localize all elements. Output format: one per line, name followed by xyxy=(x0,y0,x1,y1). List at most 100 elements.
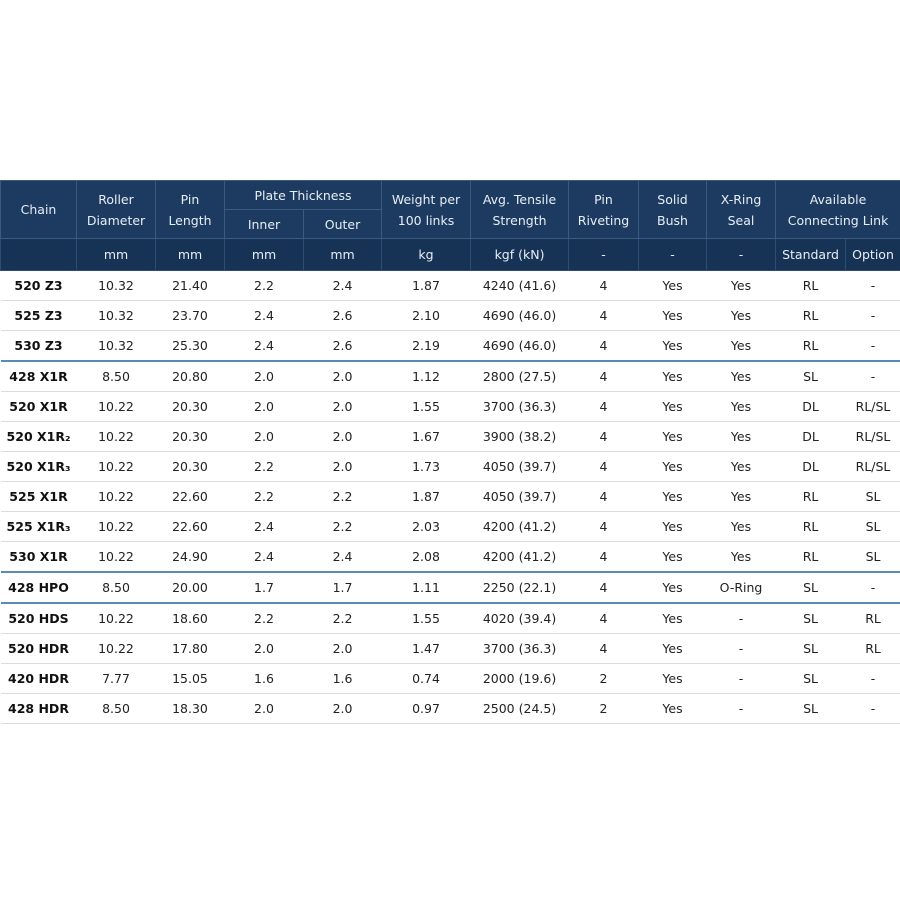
table-cell: 4 xyxy=(568,481,639,512)
chain-cell: 525 X1R₃ xyxy=(0,511,77,542)
chain-cell: 520 X1R xyxy=(0,391,77,422)
table-cell: Yes xyxy=(638,421,707,452)
table-cell: Yes xyxy=(638,633,707,664)
table-cell: 25.30 xyxy=(155,330,225,362)
table-cell: 20.30 xyxy=(155,421,225,452)
table-cell: 4 xyxy=(568,360,639,392)
table-cell: RL/SL xyxy=(845,451,900,482)
table-cell: RL xyxy=(775,270,846,301)
table-cell: 2.0 xyxy=(303,451,382,482)
table-cell: Yes xyxy=(706,270,776,301)
header-cell: X-Ring Seal xyxy=(706,180,777,239)
table-cell: RL/SL xyxy=(845,391,900,422)
table-cell: Yes xyxy=(706,360,776,392)
table-cell: 10.22 xyxy=(76,391,156,422)
table-cell: Yes xyxy=(638,300,707,331)
table-cell: 2 xyxy=(568,663,639,694)
table-row: 520 HDS 10.22 18.60 2.2 2.2 1.55 4020 (39.4) 4 Y… xyxy=(0,602,900,634)
table-cell: 2.0 xyxy=(224,693,304,724)
chain-cell: 525 X1R xyxy=(0,481,77,512)
table-cell: 10.22 xyxy=(76,511,156,542)
table-row: 530 X1R 10.22 24.90 2.4 2.4 2.08 4200 (41.2) 4 Y… xyxy=(0,541,900,573)
chain-cell: 428 X1R xyxy=(0,360,77,392)
table-row: 520 X1R 10.22 20.30 2.0 2.0 1.55 3700 (36.3) 4 Y… xyxy=(0,391,900,422)
table-cell: Yes xyxy=(638,663,707,694)
header-row: Chain Roller Diameter Pin Length Plate T… xyxy=(0,180,900,239)
table-cell: 2.6 xyxy=(303,330,382,362)
header-cell: Inner xyxy=(224,209,304,239)
table-cell: 3700 (36.3) xyxy=(470,391,569,422)
units-cell: kgf (kN) xyxy=(470,238,570,271)
header-cell: Available Connecting Link xyxy=(775,180,900,239)
table-cell: 2.2 xyxy=(303,481,382,512)
table-cell: RL xyxy=(775,481,846,512)
table-cell: 1.87 xyxy=(381,270,471,301)
table-cell: 4050 (39.7) xyxy=(470,481,569,512)
table-cell: Yes xyxy=(638,511,707,542)
table-cell: - xyxy=(845,571,900,604)
table-cell: 4 xyxy=(568,330,639,362)
table-cell: Yes xyxy=(706,481,776,512)
table-row: 428 X1R 8.50 20.80 2.0 2.0 1.12 2800 (27.5) 4 Ye… xyxy=(0,360,900,392)
table-cell: 4240 (41.6) xyxy=(470,270,569,301)
table-cell: - xyxy=(845,300,900,331)
table-cell: Yes xyxy=(706,421,776,452)
table-cell: RL xyxy=(775,300,846,331)
table-row: 525 Z3 10.32 23.70 2.4 2.6 2.10 4690 (46.0) 4 Ye… xyxy=(0,300,900,331)
table-cell: 20.80 xyxy=(155,360,225,392)
table-cell: 0.97 xyxy=(381,693,471,724)
table-cell: - xyxy=(845,270,900,301)
table-cell: SL xyxy=(775,571,846,604)
table-cell: 18.30 xyxy=(155,693,225,724)
chain-cell: 520 X1R₃ xyxy=(0,451,77,482)
table-cell: 2.6 xyxy=(303,300,382,331)
chain-cell: 428 HDR xyxy=(0,693,77,724)
table-cell: 2.2 xyxy=(303,511,382,542)
table-cell: 4200 (41.2) xyxy=(470,511,569,542)
table-cell: 4 xyxy=(568,451,639,482)
table-row: 520 Z3 10.32 21.40 2.2 2.4 1.87 4240 (41.6) 4 Ye… xyxy=(0,270,900,301)
table-cell: 4 xyxy=(568,633,639,664)
table-cell: 4 xyxy=(568,571,639,604)
table-cell: 4020 (39.4) xyxy=(470,602,569,634)
table-cell: 2.2 xyxy=(224,481,304,512)
table-row: 530 Z3 10.32 25.30 2.4 2.6 2.19 4690 (46.0) 4 Ye… xyxy=(0,330,900,362)
chain-cell: 428 HPO xyxy=(0,571,77,604)
table-cell: 4 xyxy=(568,391,639,422)
chain-cell: 520 Z3 xyxy=(0,270,77,301)
units-cell: mm xyxy=(302,238,383,271)
table-cell: 2.4 xyxy=(224,511,304,542)
table-row: 420 HDR 7.77 15.05 1.6 1.6 0.74 2000 (19.6) 2 Ye… xyxy=(0,663,900,694)
table-cell: 1.7 xyxy=(303,571,382,604)
table-cell: SL xyxy=(845,511,900,542)
table-cell: 4 xyxy=(568,421,639,452)
table-row: 520 X1R₂ 10.22 20.30 2.0 2.0 1.67 3900 (38.2) 4… xyxy=(0,421,900,452)
table-cell: - xyxy=(706,663,776,694)
table-cell: Yes xyxy=(638,360,707,392)
table-cell: Yes xyxy=(638,270,707,301)
table-cell: Yes xyxy=(638,391,707,422)
table-cell: 2.2 xyxy=(303,602,382,634)
table-cell: SL xyxy=(775,693,846,724)
table-cell: 2.0 xyxy=(303,421,382,452)
table-cell: Yes xyxy=(706,300,776,331)
table-cell: 2.4 xyxy=(224,300,304,331)
table-cell: 10.32 xyxy=(76,330,156,362)
table-cell: 7.77 xyxy=(76,663,156,694)
table-cell: 2250 (22.1) xyxy=(470,571,569,604)
chain-cell: 520 HDR xyxy=(0,633,77,664)
table-cell: Yes xyxy=(638,330,707,362)
table-cell: 17.80 xyxy=(155,633,225,664)
table-cell: 1.7 xyxy=(224,571,304,604)
table-cell: 2.0 xyxy=(303,391,382,422)
chain-cell: 420 HDR xyxy=(0,663,77,694)
table-cell: 1.6 xyxy=(303,663,382,694)
table-cell: - xyxy=(845,330,900,362)
table-cell: 2.19 xyxy=(381,330,471,362)
table-cell: 10.22 xyxy=(76,602,156,634)
table-cell: Yes xyxy=(706,511,776,542)
table-cell: 2.4 xyxy=(224,541,304,573)
units-cell: mm xyxy=(76,238,156,271)
table-cell: Yes xyxy=(706,330,776,362)
table-cell: RL xyxy=(845,633,900,664)
